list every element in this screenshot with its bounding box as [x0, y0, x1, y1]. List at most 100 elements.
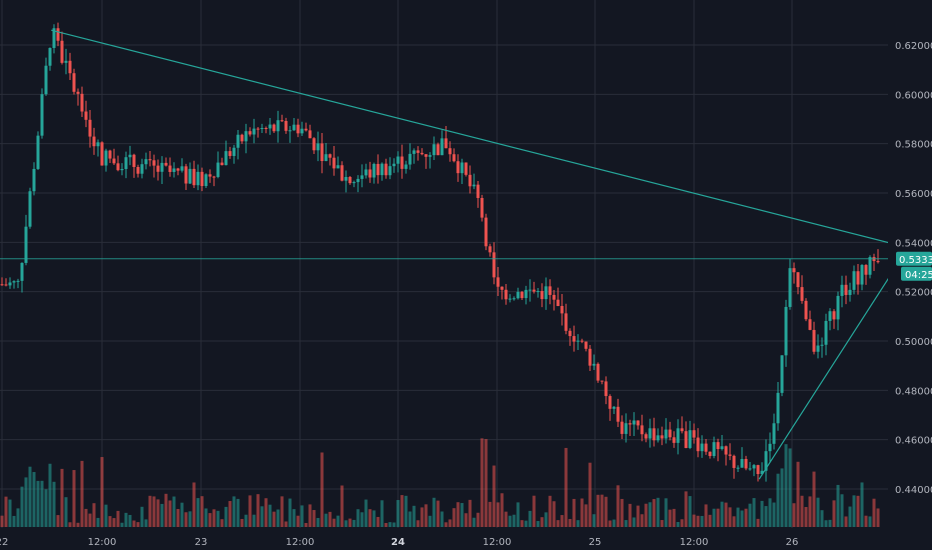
- candle-body: [856, 271, 860, 285]
- volume-bar: [0, 515, 4, 527]
- volume-bar: [652, 499, 656, 527]
- volume-bar: [464, 513, 468, 527]
- candle-body: [848, 289, 852, 295]
- candle-body: [408, 153, 412, 165]
- candle-body: [460, 162, 464, 174]
- candle-body: [540, 291, 544, 300]
- candle-body: [860, 264, 864, 285]
- candle-body: [232, 147, 236, 156]
- volume-bar: [772, 502, 776, 527]
- volume-bar: [700, 515, 704, 527]
- candle-body: [452, 154, 456, 162]
- volume-bar: [492, 465, 496, 527]
- trendlines[interactable]: [51, 29, 908, 480]
- volume-bar: [520, 520, 524, 527]
- volume-bar: [860, 482, 864, 527]
- volume-bar: [196, 498, 200, 527]
- candle-body: [488, 246, 492, 253]
- candle-body: [840, 284, 844, 296]
- volume-bar: [12, 515, 16, 527]
- volume-bar: [628, 503, 632, 527]
- volume-bar: [596, 494, 600, 527]
- candle-body: [336, 165, 340, 169]
- volume-bar: [372, 510, 376, 527]
- candle-body: [588, 348, 592, 366]
- candle-body: [552, 294, 556, 300]
- candle-body: [384, 163, 388, 176]
- candle-body: [12, 281, 16, 283]
- volume-bar: [308, 504, 312, 527]
- volume-bar: [552, 501, 556, 527]
- volume-bar: [592, 514, 596, 527]
- candle-body: [480, 197, 484, 218]
- candle-body: [328, 154, 332, 158]
- volume-bar: [176, 508, 180, 527]
- volume-bar: [812, 471, 816, 527]
- volume-bar: [760, 500, 764, 527]
- volume-bar: [380, 500, 384, 527]
- candle-body: [532, 289, 536, 292]
- candle-body: [776, 392, 780, 424]
- volume-bar: [780, 468, 784, 527]
- candle-body: [508, 298, 512, 300]
- candle-body: [36, 135, 40, 169]
- candle-body: [708, 451, 712, 457]
- candle-body: [140, 164, 144, 174]
- volume-bar: [680, 519, 684, 527]
- volume-bar: [848, 506, 852, 527]
- trendline[interactable]: [51, 29, 908, 248]
- candle-body: [632, 420, 636, 425]
- volume-bar: [396, 500, 400, 527]
- candle-body: [444, 138, 448, 149]
- candle-body: [92, 136, 96, 147]
- candle-body: [72, 73, 76, 92]
- volume-bar: [632, 517, 636, 527]
- volume-bar: [840, 494, 844, 527]
- candle-body: [432, 144, 436, 156]
- candle-body: [608, 396, 612, 409]
- volume-bar: [864, 515, 868, 527]
- volume-bar: [208, 513, 212, 527]
- candle-body: [792, 268, 796, 273]
- volume-bar: [260, 506, 264, 527]
- candle-body: [740, 459, 744, 468]
- countdown-label: 04:25: [905, 270, 932, 281]
- volume-bar: [384, 522, 388, 527]
- candle-body: [580, 340, 584, 342]
- volume-bar: [244, 514, 248, 527]
- time-tick-label: 12:00: [88, 537, 117, 548]
- volume-bar: [584, 504, 588, 527]
- volume-bar: [620, 498, 624, 527]
- candle-body: [200, 171, 204, 187]
- volume-bar: [524, 520, 528, 527]
- volume-bar: [808, 496, 812, 527]
- trendline[interactable]: [758, 249, 908, 480]
- candle-body: [700, 443, 704, 452]
- candle-body: [88, 119, 92, 137]
- volume-bar: [320, 452, 324, 527]
- volume-bar: [148, 495, 152, 527]
- candle-body: [400, 156, 404, 169]
- candle-body: [836, 295, 840, 320]
- candle-body: [176, 168, 180, 171]
- volume-bar: [136, 522, 140, 527]
- candle-body: [652, 428, 656, 441]
- candle-body: [796, 272, 800, 288]
- volume-bar: [304, 522, 308, 527]
- candle-body: [104, 150, 108, 166]
- candle-body: [320, 143, 324, 161]
- volume-bar: [504, 511, 508, 527]
- candle-body: [500, 286, 504, 290]
- candle-body: [148, 159, 152, 161]
- candle-body: [516, 291, 520, 299]
- candle-body: [116, 163, 120, 171]
- volume-bar: [740, 510, 744, 527]
- candle-body: [376, 163, 380, 176]
- candle-body: [476, 184, 480, 198]
- volume-bar: [392, 522, 396, 527]
- volume-bar: [44, 489, 48, 527]
- current-price-label: 0.53334: [899, 255, 932, 266]
- candle-body: [752, 465, 756, 469]
